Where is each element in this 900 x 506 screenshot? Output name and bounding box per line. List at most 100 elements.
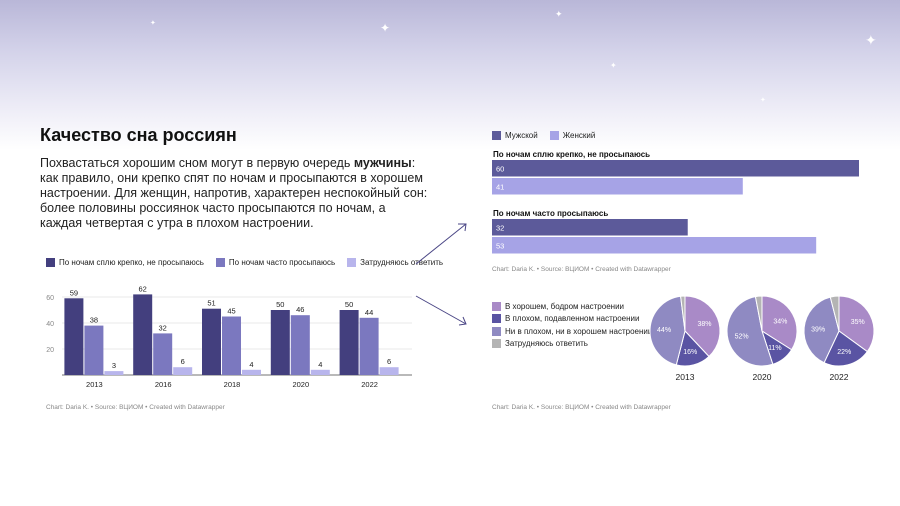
data-label: 59	[70, 288, 78, 297]
legend-swatch	[492, 339, 501, 349]
star-icon: ✦	[150, 20, 156, 27]
data-label: 46	[296, 305, 304, 314]
star-icon: ✦	[610, 61, 617, 70]
legend-label: По ночам сплю крепко, не просыпаюсь	[59, 258, 204, 267]
pie-label: 52%	[735, 334, 749, 341]
data-label: 44	[365, 308, 373, 317]
legend-swatch	[549, 131, 559, 140]
left-chart-footer: Chart: Daria K. • Source: ВЦИОМ • Create…	[46, 404, 225, 411]
page-title: Качество сна россиян	[40, 125, 237, 145]
star-icon: ✦	[760, 97, 766, 104]
bar	[290, 315, 310, 375]
bar	[153, 333, 173, 375]
left-bar-chart: 20 40 60 59 38 3 2013 62 32 6 2016 51 45 4 2018 50 46 4 20…	[46, 284, 412, 389]
horizontal-bar-chart: 60 41 32 53	[492, 160, 859, 254]
bar	[270, 310, 290, 375]
bar	[64, 298, 84, 375]
bar	[379, 367, 399, 375]
data-label: 4	[318, 360, 322, 369]
pie-slice	[838, 295, 875, 353]
hbar-chart-footer: Chart: Daria K. • Source: ВЦИОМ • Create…	[492, 266, 671, 273]
intro-bold: мужчины	[353, 156, 412, 170]
arrow-down-icon	[415, 295, 467, 326]
bar	[222, 316, 241, 375]
pie-charts: 38% 16% 44% 2013 34% 11% 52% 2020 35% 22% 39% 2022	[649, 295, 875, 382]
pie-label: 35%	[851, 319, 865, 326]
data-label: 51	[207, 299, 215, 308]
legend-label: Затрудняюсь ответить	[505, 339, 588, 349]
pie-label: 22%	[837, 349, 851, 356]
bar	[202, 308, 221, 375]
pie-year-label: 2013	[676, 372, 695, 382]
pie-label: 11%	[768, 345, 782, 352]
legend-label: По ночам часто просыпаюсь	[228, 258, 336, 267]
legend-item: В хорошем, бодром настроении	[492, 300, 652, 313]
arrow-up-icon	[415, 223, 467, 265]
y-tick-label: 20	[46, 347, 54, 354]
star-icon: ✦	[555, 9, 563, 19]
data-label: 4	[249, 360, 253, 369]
bar	[173, 367, 193, 375]
pie-slice	[754, 295, 763, 332]
legend-label: Мужской	[505, 131, 538, 140]
y-tick-label: 60	[46, 295, 54, 302]
legend-item: В плохом, подавленном настроении	[492, 313, 652, 326]
legend-swatch	[492, 131, 501, 140]
pie-slice	[803, 296, 840, 364]
legend-label: Затрудняюсь ответить	[360, 258, 444, 267]
legend-swatch	[492, 314, 501, 324]
left-chart-legend: По ночам сплю крепко, не просыпаюсь По н…	[46, 258, 443, 267]
star-icon: ✦	[380, 21, 391, 35]
data-label: 60	[496, 165, 504, 174]
bar	[359, 317, 379, 375]
data-label: 32	[159, 323, 167, 332]
legend-item: Мужской	[492, 131, 538, 140]
pie-slice	[680, 295, 686, 332]
pie-slice	[829, 295, 840, 332]
data-label: 6	[181, 357, 185, 366]
bar	[84, 325, 104, 375]
x-tick-label: 2018	[224, 380, 241, 389]
x-tick-label: 2013	[86, 380, 103, 389]
sky-background: ✦ ✦ ✦ ✦ ✦ ✦	[0, 0, 900, 150]
bar	[310, 369, 330, 375]
pie-slice	[684, 295, 721, 358]
data-label: 45	[227, 307, 235, 316]
pie-year-label: 2022	[830, 372, 849, 382]
x-tick-label: 2020	[292, 380, 309, 389]
legend-item: По ночам часто просыпаюсь	[215, 258, 336, 267]
x-tick-label: 2022	[361, 380, 378, 389]
data-label: 41	[496, 183, 504, 192]
intro-part1: Похвастаться хорошим сном могут в первую…	[40, 156, 354, 170]
pie-chart-footer: Chart: Daria K. • Source: ВЦИОМ • Create…	[492, 404, 671, 411]
data-label: 62	[139, 284, 147, 293]
group-label: По ночам сплю крепко, не просыпаюсь	[493, 150, 651, 159]
data-label: 3	[112, 361, 116, 370]
bar	[133, 294, 153, 375]
bar	[339, 310, 359, 375]
data-label: 53	[496, 242, 504, 251]
data-label: 50	[345, 300, 353, 309]
legend-swatch	[46, 258, 55, 267]
legend-swatch	[492, 326, 501, 336]
bar	[242, 369, 261, 375]
pie-label: 34%	[773, 318, 787, 325]
bar	[492, 160, 859, 177]
bar	[104, 371, 124, 375]
legend-label: В плохом, подавленном настроении	[505, 314, 640, 324]
pie-slice	[649, 295, 686, 366]
gender-legend: Мужской Женский	[492, 131, 595, 140]
mood-legend: В хорошем, бодром настроении В плохом, п…	[492, 300, 652, 350]
intro-part2: : как правило, они крепко спят по ночам …	[40, 156, 428, 230]
data-label: 6	[387, 357, 391, 366]
bar	[492, 237, 817, 254]
legend-item: Затрудняюсь ответить	[347, 258, 443, 267]
bar	[492, 178, 743, 195]
pie-label: 38%	[698, 321, 712, 328]
y-tick-label: 40	[46, 321, 54, 328]
legend-swatch	[215, 258, 225, 267]
legend-swatch	[492, 301, 501, 311]
legend-item: Затрудняюсь ответить	[492, 338, 652, 351]
legend-item: Ни в плохом, ни в хорошем настроении	[492, 325, 652, 338]
data-label: 50	[276, 300, 284, 309]
